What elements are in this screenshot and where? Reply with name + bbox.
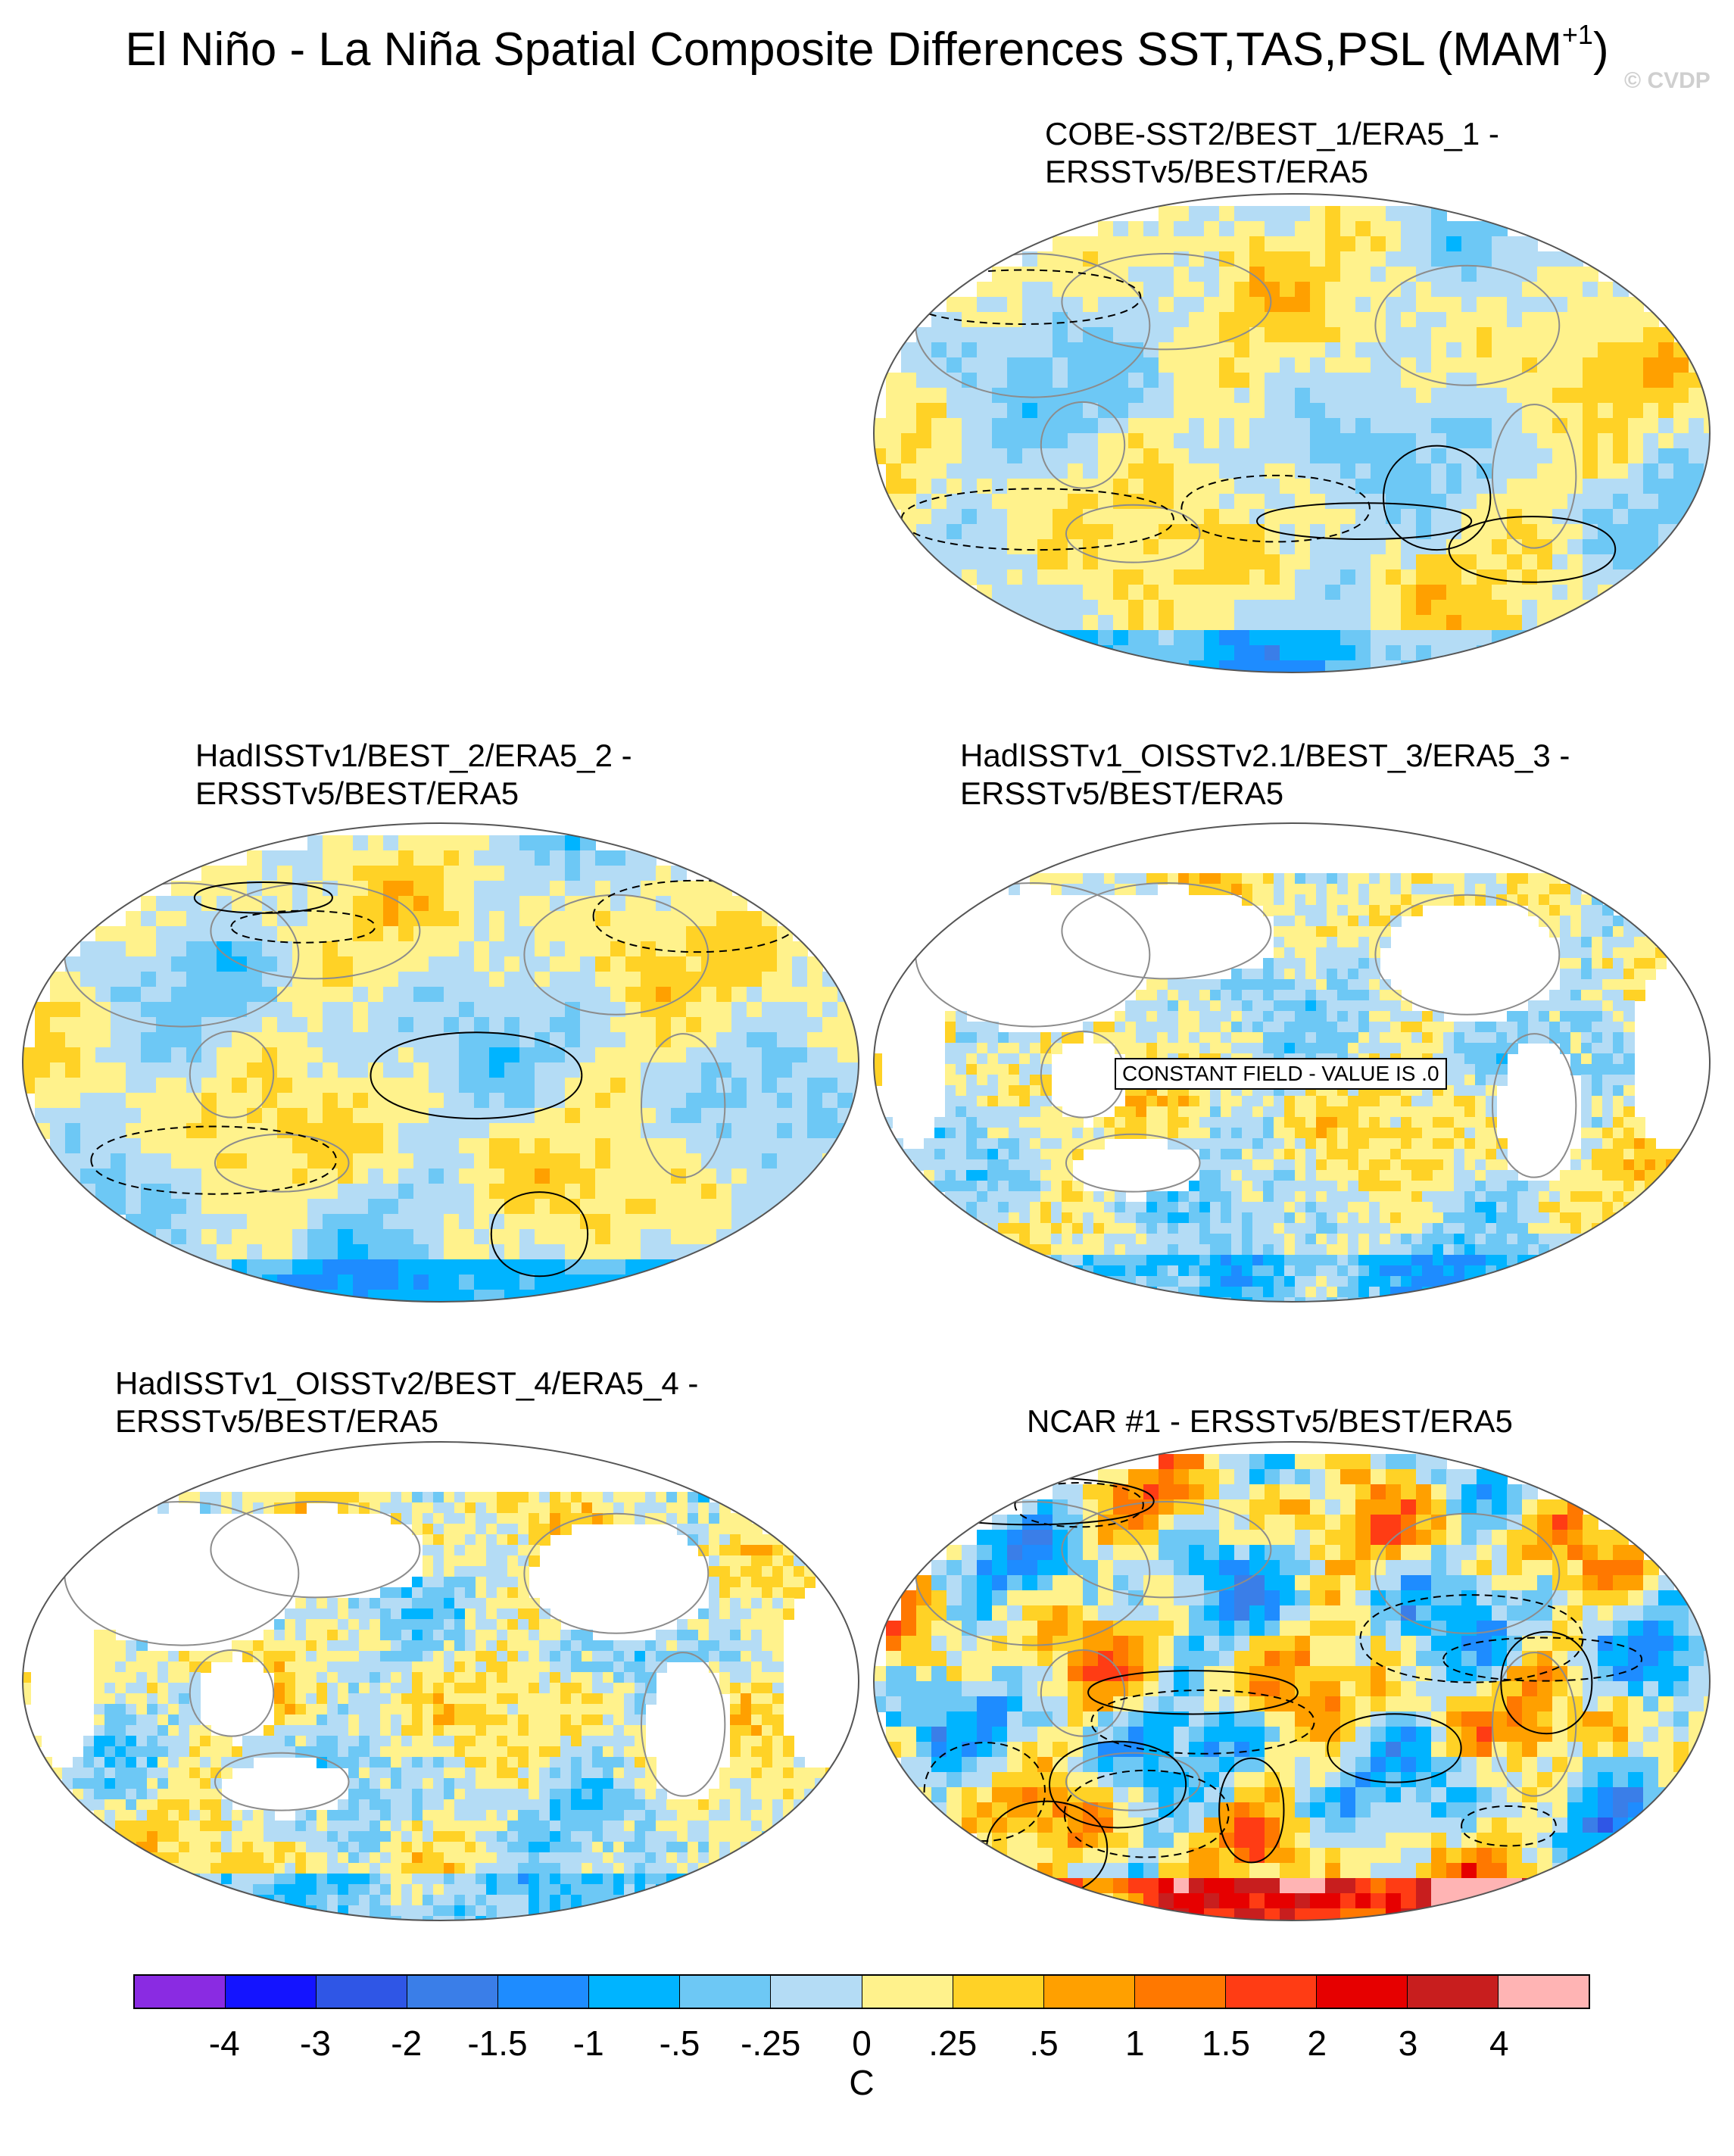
panel-2-title-line2: ERSSTv5/BEST/ERA5 bbox=[195, 775, 519, 811]
colorbar-box bbox=[680, 1976, 772, 2008]
map-field bbox=[874, 194, 1710, 672]
colorbar-box bbox=[862, 1976, 953, 2008]
title-superscript: +1 bbox=[1561, 19, 1593, 50]
map-border bbox=[873, 193, 1711, 673]
colorbar-tick-label: -.25 bbox=[741, 2023, 801, 2063]
colorbar-tick-label: -4 bbox=[208, 2023, 240, 2063]
colorbar-tick-label: 4 bbox=[1489, 2023, 1509, 2063]
panel-1-title-line1: COBE-SST2/BEST_1/ERA5_1 - bbox=[1045, 116, 1499, 151]
colorbar-units-label: C bbox=[849, 2063, 875, 2102]
colorbar-tick-label: 1 bbox=[1124, 2023, 1145, 2063]
cvdp-watermark: © CVDP bbox=[1624, 68, 1711, 93]
colorbar-box bbox=[226, 1976, 317, 2008]
map-field bbox=[23, 823, 859, 1302]
map-border bbox=[22, 1441, 859, 1921]
panel-5-title: NCAR #1 - ERSSTv5/BEST/ERA5 bbox=[1027, 1403, 1513, 1439]
panel-2-map bbox=[20, 820, 862, 1305]
colorbar-box bbox=[317, 1976, 408, 2008]
colorbar-box bbox=[953, 1976, 1044, 2008]
colorbar-box bbox=[1316, 1976, 1408, 2008]
colorbar-box bbox=[135, 1976, 226, 2008]
panel-1-title-line2: ERSSTv5/BEST/ERA5 bbox=[1045, 154, 1369, 189]
colorbar-tick-label: 0 bbox=[852, 2023, 872, 2063]
colorbar-box bbox=[1498, 1976, 1589, 2008]
colorbar-tick-label: -.5 bbox=[659, 2023, 700, 2063]
panel-4-title-line1: HadISSTv1_OISSTv2/BEST_4/ERA5_4 - bbox=[115, 1365, 699, 1401]
map-field bbox=[874, 1442, 1710, 1920]
panel-3-title-line2: ERSSTv5/BEST/ERA5 bbox=[960, 775, 1284, 811]
colorbar-tick-label: .25 bbox=[928, 2023, 978, 2063]
panel-4-title-line2: ERSSTv5/BEST/ERA5 bbox=[115, 1403, 439, 1439]
panel-1-map bbox=[871, 191, 1713, 676]
map-border bbox=[873, 1441, 1711, 1921]
colorbar-tick-label: 1.5 bbox=[1202, 2023, 1250, 2063]
colorbar bbox=[133, 1974, 1590, 2009]
panel-5-map bbox=[871, 1439, 1713, 1924]
colorbar-box bbox=[1043, 1976, 1135, 2008]
panel-4-map bbox=[20, 1439, 862, 1924]
colorbar-box bbox=[1134, 1976, 1226, 2008]
map-border bbox=[873, 822, 1711, 1303]
panel-3-constant-field-label: CONSTANT FIELD - VALUE IS .0 bbox=[1115, 1058, 1447, 1090]
colorbar-box bbox=[589, 1976, 681, 2008]
colorbar-tick-label: -1.5 bbox=[467, 2023, 528, 2063]
colorbar-tick-label: .5 bbox=[1029, 2023, 1059, 2063]
map-border bbox=[22, 822, 859, 1303]
colorbar-box bbox=[498, 1976, 590, 2008]
colorbar-tick-label: -1 bbox=[572, 2023, 604, 2063]
colorbar-tick-label: -2 bbox=[391, 2023, 423, 2063]
panel-3-title-line1: HadISSTv1_OISSTv2.1/BEST_3/ERA5_3 - bbox=[960, 738, 1570, 773]
colorbar-box bbox=[407, 1976, 499, 2008]
colorbar-tick-label: 3 bbox=[1398, 2023, 1418, 2063]
colorbar-box bbox=[1407, 1976, 1499, 2008]
figure-title: El Niño - La Niña Spatial Composite Diff… bbox=[125, 19, 1609, 76]
colorbar-tick-label: 2 bbox=[1307, 2023, 1327, 2063]
colorbar-box bbox=[771, 1976, 862, 2008]
colorbar-box bbox=[1225, 1976, 1317, 2008]
colorbar-tick-label: -3 bbox=[300, 2023, 331, 2063]
panel-2-title-line1: HadISSTv1/BEST_2/ERA5_2 - bbox=[195, 738, 632, 773]
